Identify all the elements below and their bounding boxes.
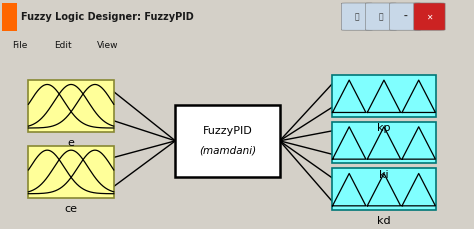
Text: ⎘: ⎘ (379, 12, 383, 21)
FancyBboxPatch shape (341, 3, 373, 30)
Bar (332, 169, 436, 210)
Bar (332, 75, 436, 117)
Text: ki: ki (379, 169, 389, 180)
FancyBboxPatch shape (390, 3, 421, 30)
Text: (mamdani): (mamdani) (199, 145, 256, 155)
Bar (28, 146, 114, 198)
Text: ce: ce (64, 204, 78, 214)
Text: kp: kp (377, 123, 391, 133)
Text: e: e (68, 138, 74, 148)
Text: kd: kd (377, 216, 391, 226)
Bar (2, 3, 17, 30)
FancyBboxPatch shape (365, 3, 397, 30)
Bar (332, 122, 436, 163)
Text: File: File (12, 41, 27, 50)
Text: Fuzzy Logic Designer: FuzzyPID: Fuzzy Logic Designer: FuzzyPID (21, 12, 194, 22)
Text: ✕: ✕ (426, 12, 433, 21)
Text: Edit: Edit (55, 41, 72, 50)
Bar (28, 80, 114, 132)
Text: FuzzyPID: FuzzyPID (203, 126, 252, 136)
FancyBboxPatch shape (414, 3, 445, 30)
Text: View: View (97, 41, 118, 50)
Bar (175, 104, 280, 177)
Text: –: – (403, 12, 407, 21)
Text: ⓘ: ⓘ (355, 12, 359, 21)
